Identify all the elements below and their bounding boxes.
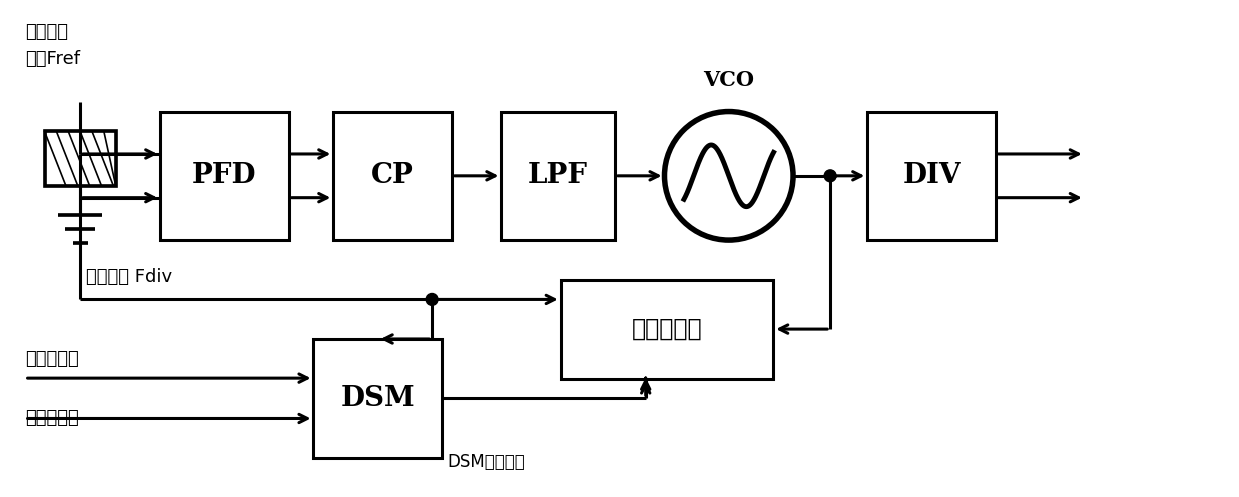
Text: DSM: DSM: [341, 385, 415, 412]
Text: 多模分频器: 多模分频器: [632, 317, 703, 341]
Bar: [502, 111, 615, 240]
Text: DSM输出信号: DSM输出信号: [447, 453, 524, 471]
Text: 参考时钟: 参考时钟: [25, 22, 68, 41]
Text: DIV: DIV: [902, 163, 960, 189]
Circle shape: [426, 294, 439, 305]
Text: LPF: LPF: [528, 163, 589, 189]
Bar: [561, 280, 773, 379]
Circle shape: [664, 111, 793, 240]
Bar: [333, 111, 452, 240]
Text: VCO: VCO: [704, 70, 755, 90]
Bar: [867, 111, 996, 240]
Bar: [160, 111, 289, 240]
Text: 分频信号 Fdiv: 分频信号 Fdiv: [85, 268, 172, 286]
Circle shape: [824, 170, 836, 182]
Bar: [313, 339, 442, 458]
Bar: [45, 131, 115, 186]
Text: 信号Fref: 信号Fref: [25, 50, 79, 68]
Text: PFD: PFD: [192, 163, 256, 189]
Text: CP: CP: [372, 163, 414, 189]
Text: 小数分频比: 小数分频比: [25, 409, 78, 427]
Text: 整数分频比: 整数分频比: [25, 350, 78, 368]
